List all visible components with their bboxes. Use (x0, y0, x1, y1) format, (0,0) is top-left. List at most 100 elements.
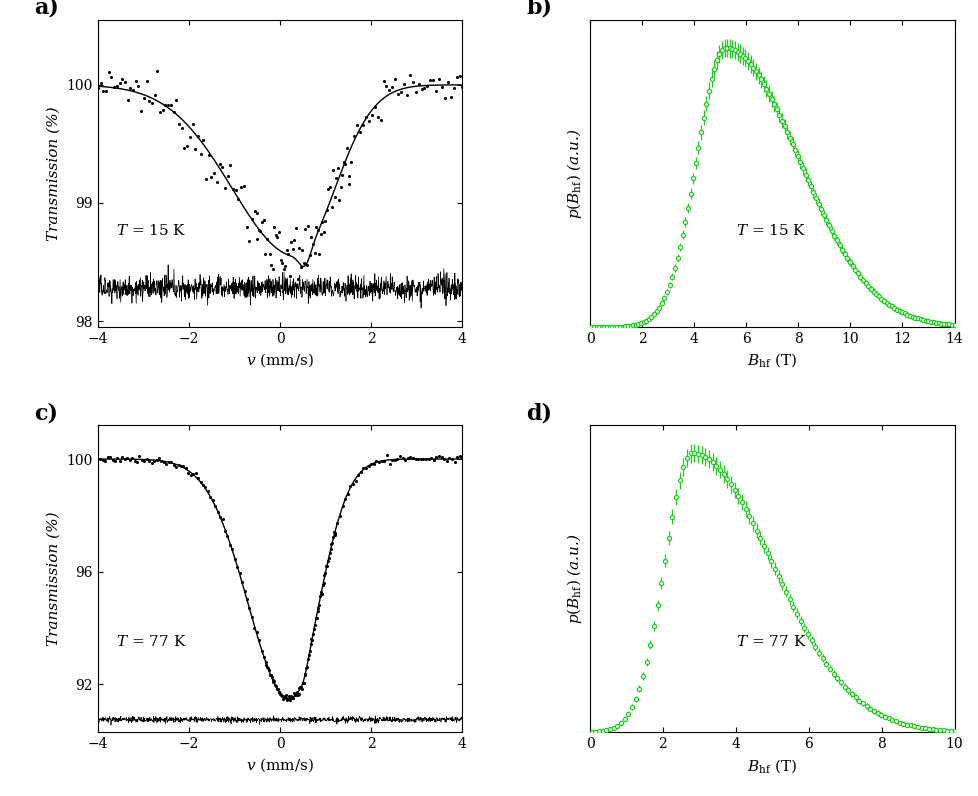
Point (264, 670, 280, 683)
Point (165, 458, 181, 471)
Point (249, 206, 265, 219)
Point (422, 73, 438, 86)
Text: $T$ = 77 K: $T$ = 77 K (116, 634, 187, 650)
Point (441, 452, 457, 465)
Point (349, 119, 365, 131)
Point (178, 462, 194, 474)
Point (381, 458, 397, 470)
Point (325, 163, 340, 176)
Point (121, 454, 137, 466)
Point (378, 80, 394, 92)
Point (289, 689, 305, 701)
Point (371, 455, 386, 468)
Point (315, 579, 331, 591)
Point (160, 99, 176, 111)
Point (147, 89, 162, 102)
Point (276, 263, 291, 275)
Point (163, 455, 179, 468)
Point (306, 622, 322, 635)
Point (101, 66, 116, 79)
Point (111, 455, 127, 467)
Point (219, 530, 235, 543)
Point (271, 226, 287, 239)
Point (377, 455, 392, 468)
Point (301, 649, 317, 661)
Point (244, 213, 259, 225)
Point (405, 76, 421, 88)
Point (208, 176, 224, 189)
Point (293, 682, 309, 695)
Point (300, 220, 316, 232)
Point (157, 99, 173, 111)
Point (279, 244, 294, 257)
Point (323, 538, 338, 551)
Point (324, 537, 339, 549)
Point (402, 451, 418, 464)
Point (117, 75, 133, 88)
Point (155, 103, 170, 116)
Point (414, 83, 429, 96)
Point (301, 645, 317, 657)
X-axis label: $B_\mathrm{hf}$ (T): $B_\mathrm{hf}$ (T) (746, 351, 797, 369)
Point (139, 453, 155, 466)
Point (100, 451, 115, 463)
Point (334, 500, 350, 513)
Point (203, 170, 219, 183)
Point (92, 453, 108, 466)
Point (277, 260, 292, 273)
Point (291, 682, 307, 695)
Point (254, 216, 270, 228)
Point (358, 462, 374, 474)
Point (239, 593, 254, 606)
Point (306, 247, 322, 259)
Point (390, 88, 406, 101)
Point (279, 691, 294, 704)
Point (232, 567, 247, 579)
Point (168, 461, 184, 474)
Point (305, 627, 321, 640)
Point (263, 259, 279, 271)
Point (136, 455, 152, 467)
Point (300, 653, 316, 665)
Point (269, 683, 285, 696)
Point (369, 455, 384, 467)
Point (292, 261, 308, 274)
Point (442, 91, 458, 103)
Point (436, 452, 452, 465)
Point (163, 98, 179, 111)
Point (402, 69, 418, 82)
Point (436, 92, 452, 104)
Point (316, 577, 332, 590)
Point (207, 500, 223, 513)
Point (97, 455, 112, 467)
Point (322, 547, 337, 560)
Point (311, 599, 327, 611)
Point (281, 689, 296, 702)
Point (304, 634, 320, 646)
Point (294, 677, 310, 690)
Point (327, 527, 342, 540)
Point (278, 689, 293, 701)
Point (421, 453, 436, 466)
Point (263, 669, 279, 681)
Point (314, 587, 330, 600)
Point (206, 167, 222, 180)
Point (195, 478, 210, 491)
Point (296, 668, 312, 681)
Point (258, 233, 274, 246)
Point (122, 82, 138, 95)
Point (287, 689, 302, 702)
Point (283, 689, 298, 702)
Point (222, 538, 238, 551)
Point (313, 228, 329, 240)
Point (248, 626, 264, 638)
Point (160, 456, 176, 469)
Point (298, 661, 314, 674)
Point (381, 84, 397, 96)
Point (229, 560, 244, 573)
Point (290, 688, 306, 700)
Point (104, 71, 119, 84)
Point (282, 270, 297, 283)
Point (198, 481, 213, 494)
Point (256, 650, 272, 663)
